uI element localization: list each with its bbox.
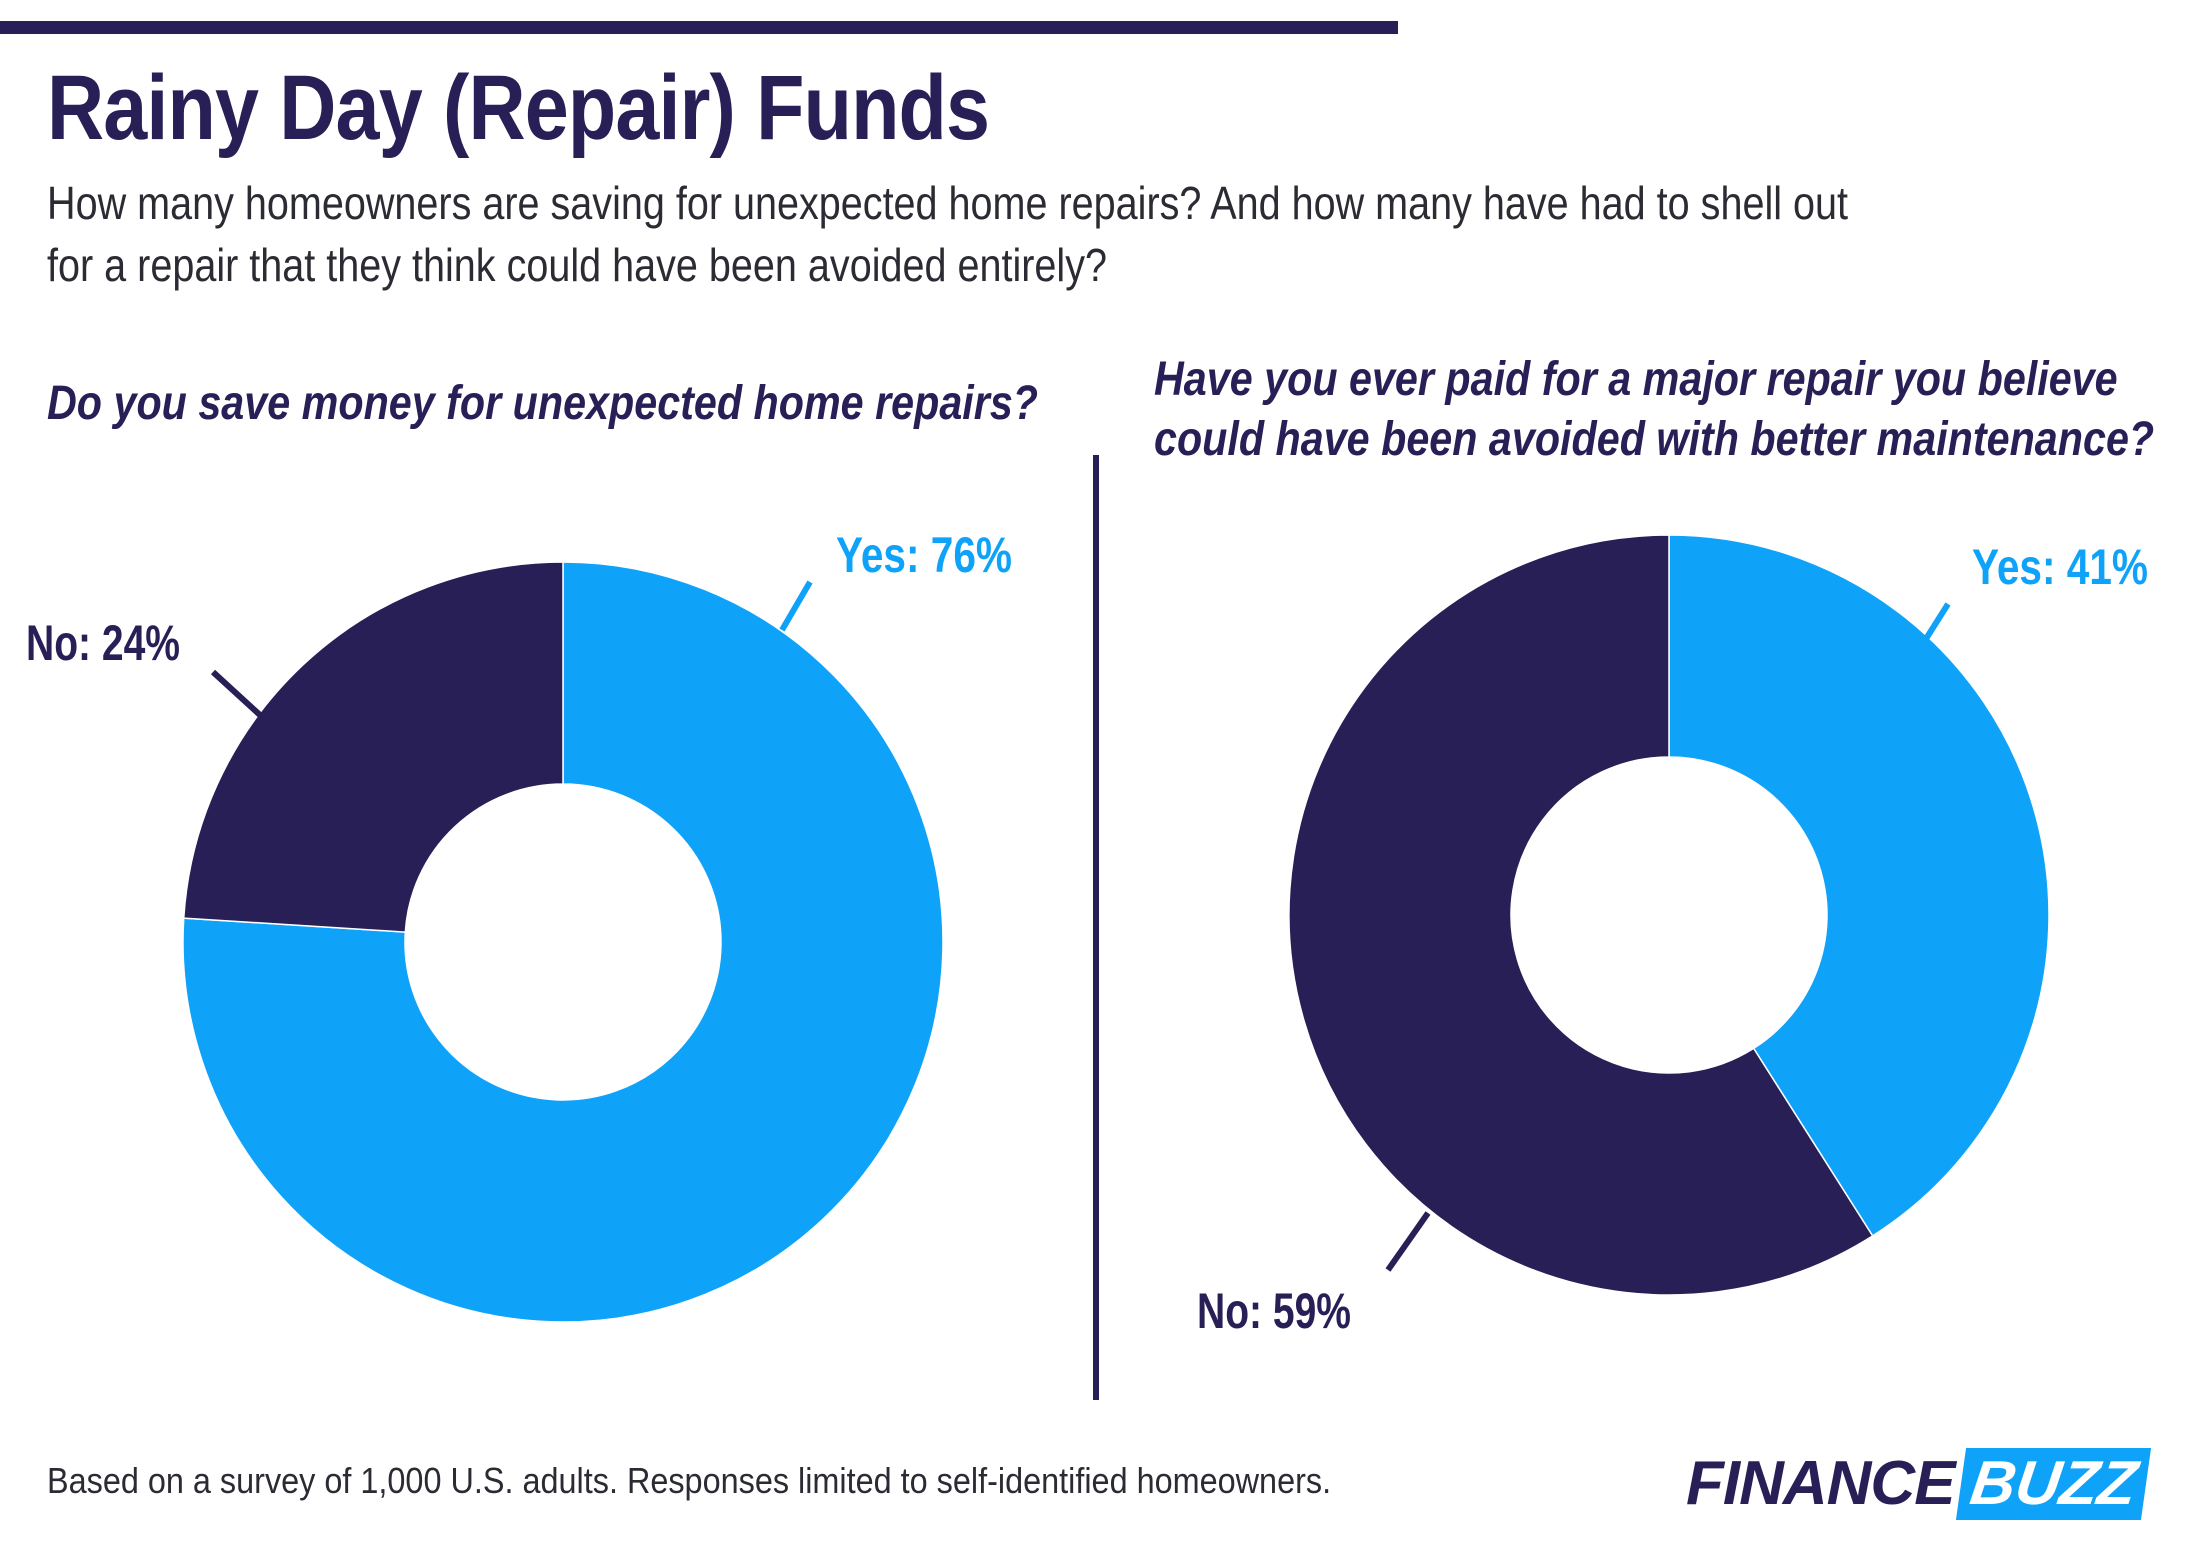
chart-1-leader-line-yes [779,580,813,632]
page-subtitle: How many homeowners are saving for unexp… [47,172,1939,296]
subtitle-line-2: for a repair that they think could have … [47,239,1108,291]
chart-2-slice-yes [1668,534,2050,1237]
subtitle-line-1: How many homeowners are saving for unexp… [47,177,1849,229]
chart-2-label-no: No: 59% [1197,1283,1351,1339]
top-rule [0,21,1398,34]
chart-2-question-line-2: could have been avoided with better main… [1154,413,2155,466]
footnote: Based on a survey of 1,000 U.S. adults. … [47,1460,1332,1501]
chart-1-slice-no [182,561,564,933]
chart-1-leader-line-no [210,669,263,718]
chart-2-slice-no [1288,534,1874,1296]
chart-1-question: Do you save money for unexpected home re… [47,377,1039,430]
logo-buzz-text: BUZZ [1955,1448,2151,1520]
chart-1-slice-yes [182,561,944,1323]
chart-2-leader-line-yes [1921,602,1951,644]
chart-2-question: Have you ever paid for a major repair yo… [1154,350,2154,470]
chart-2-leader-line-no [1385,1211,1431,1272]
logo-finance-text: FINANCE [1686,1449,1956,1518]
chart-2-label-yes: Yes: 41% [1972,539,2148,595]
chart-2-question-line-1: Have you ever paid for a major repair yo… [1154,353,2118,406]
chart-1-label-yes: Yes: 76% [836,527,1012,583]
page-title: Rainy Day (Repair) Funds [47,57,990,159]
chart-divider [1093,455,1099,1400]
chart-1-label-no: No: 24% [26,615,180,671]
financebuzz-logo: FINANCE BUZZ [1686,1448,2151,1520]
